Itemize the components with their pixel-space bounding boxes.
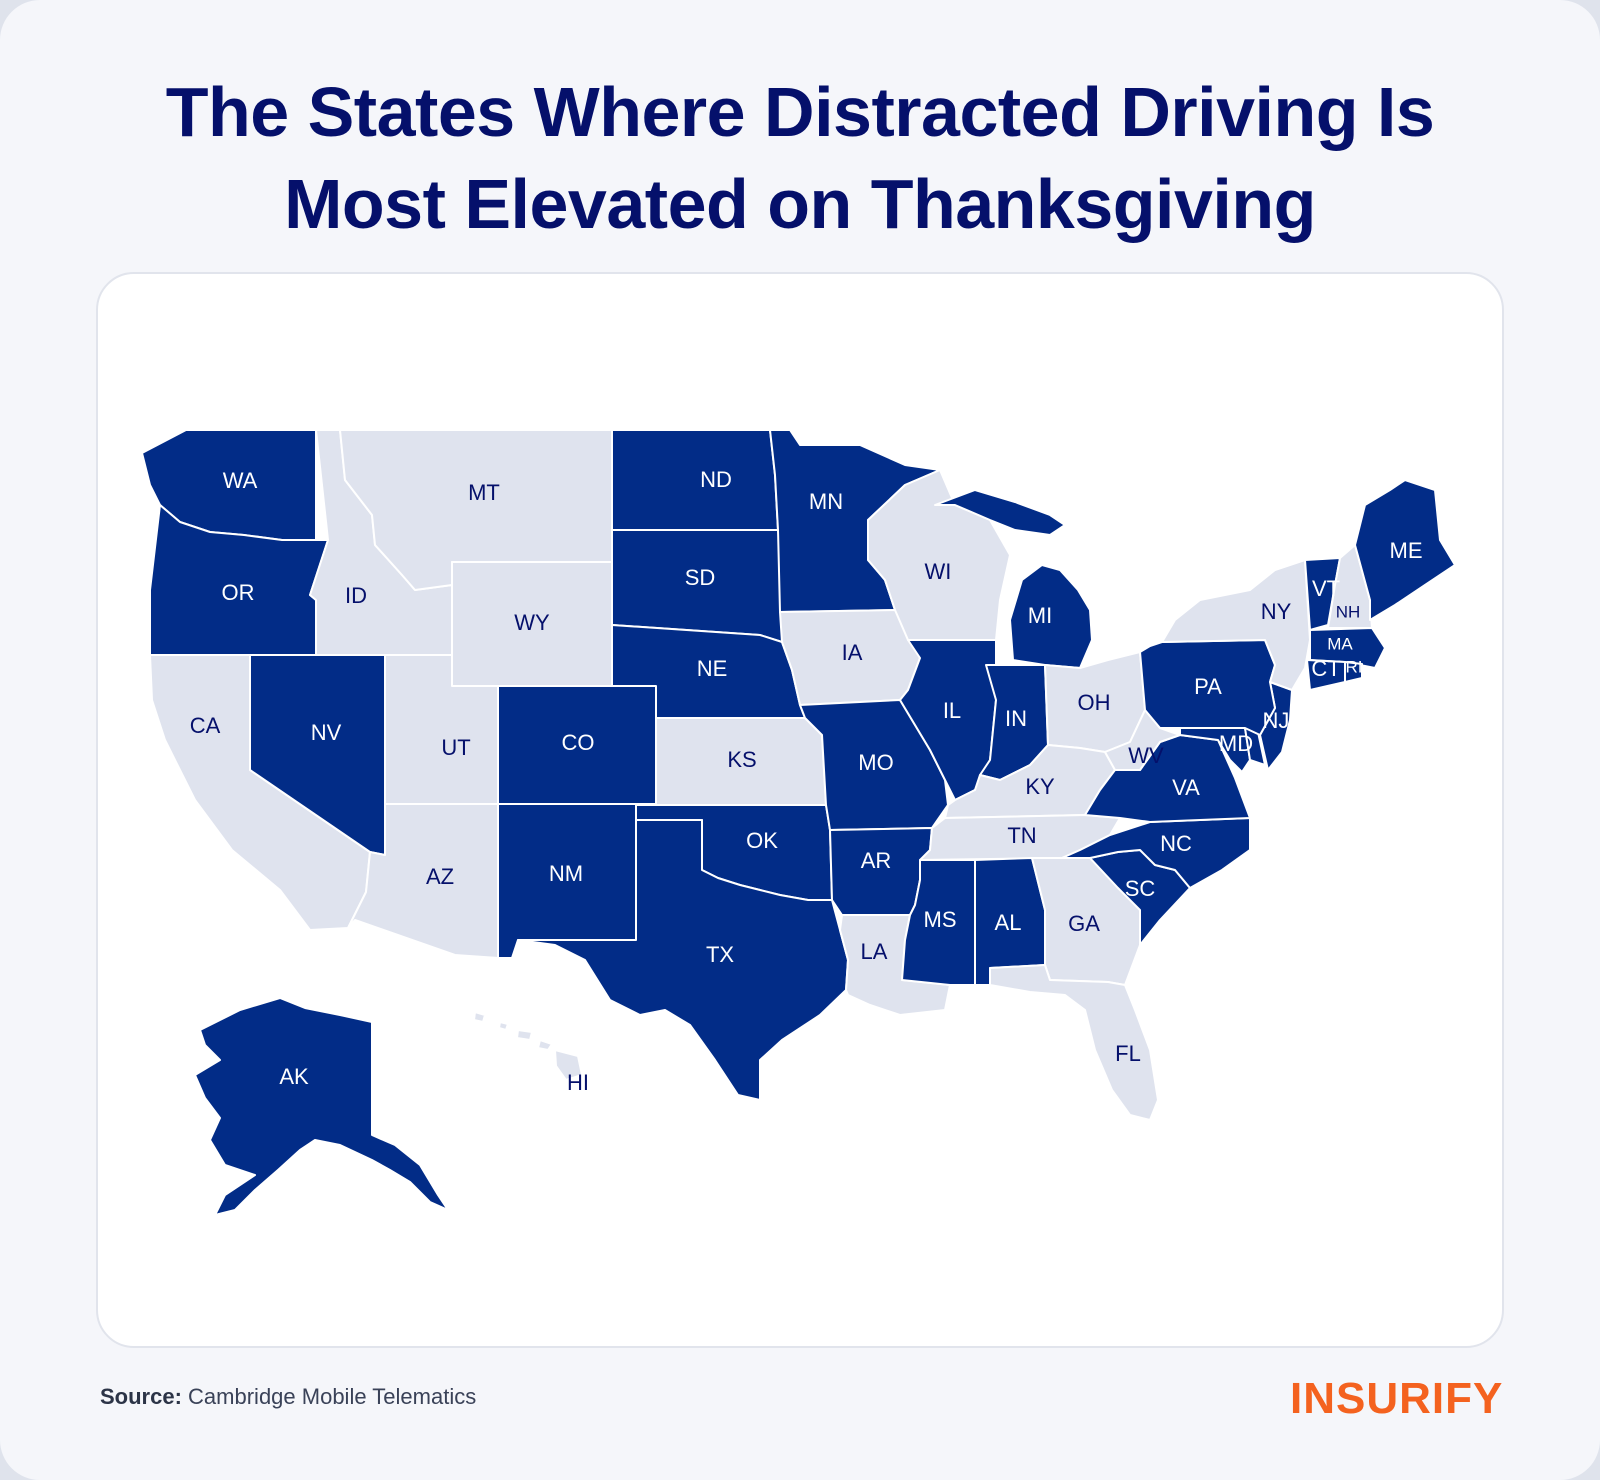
label-GA: GA (1068, 911, 1100, 936)
label-NV: NV (311, 720, 342, 745)
label-CA: CA (190, 713, 221, 738)
state-ND (611, 429, 779, 531)
label-OH: OH (1078, 690, 1111, 715)
label-OR: OR (222, 580, 255, 605)
label-VA: VA (1172, 775, 1200, 800)
label-WY: WY (514, 610, 550, 635)
source-note: Source: Cambridge Mobile Telematics (100, 1384, 476, 1410)
state-FL (989, 964, 1159, 1121)
label-KS: KS (727, 747, 756, 772)
state-WI (867, 469, 1011, 641)
label-LA: LA (861, 939, 888, 964)
label-IL: IL (943, 698, 961, 723)
state-TX (517, 819, 849, 1101)
label-MT: MT (468, 480, 500, 505)
label-OK: OK (746, 828, 778, 853)
label-SC: SC (1125, 876, 1156, 901)
label-ID: ID (345, 583, 367, 608)
label-NM: NM (549, 861, 583, 886)
label-IN: IN (1005, 706, 1027, 731)
page-title: The States Where Distracted Driving Is M… (0, 66, 1600, 250)
state-NC (1061, 817, 1251, 889)
label-MA: MA (1327, 634, 1353, 653)
label-WV: WV (1128, 743, 1164, 768)
label-PA: PA (1194, 674, 1222, 699)
label-TN: TN (1007, 823, 1036, 848)
label-WI: WI (925, 559, 952, 584)
insurify-logo: INSURIFY (1290, 1374, 1504, 1423)
label-IA: IA (842, 640, 863, 665)
label-NC: NC (1160, 831, 1192, 856)
label-MO: MO (858, 750, 893, 775)
state-HI (473, 1011, 583, 1081)
label-MI: MI (1028, 603, 1052, 628)
title-line-1: The States Where Distracted Driving Is (165, 73, 1435, 151)
state-RI (1344, 661, 1363, 683)
label-AK: AK (279, 1064, 309, 1089)
label-HI: HI (567, 1070, 589, 1095)
label-KY: KY (1025, 774, 1055, 799)
label-NJ: NJ (1263, 708, 1290, 733)
label-MS: MS (924, 907, 957, 932)
label-RI: RI (1346, 657, 1363, 676)
label-VT: VT (1312, 576, 1340, 601)
label-NH: NH (1336, 602, 1361, 621)
label-WA: WA (223, 468, 258, 493)
label-TX: TX (706, 942, 734, 967)
label-ND: ND (700, 467, 732, 492)
label-MD: MD (1219, 731, 1253, 756)
label-UT: UT (441, 735, 470, 760)
state-AK (194, 997, 449, 1216)
label-AR: AR (861, 848, 892, 873)
title-line-2: Most Elevated on Thanksgiving (284, 165, 1316, 243)
label-ME: ME (1390, 538, 1423, 563)
state-MI-UP (934, 489, 1066, 536)
state-ME (1354, 479, 1456, 621)
state-labels: WA OR CA NV ID MT WY UT AZ CO NM ND SD N… (190, 467, 1423, 1095)
label-AZ: AZ (426, 864, 454, 889)
label-NY: NY (1261, 599, 1292, 624)
label-CO: CO (562, 730, 595, 755)
source-text: Cambridge Mobile Telematics (188, 1384, 477, 1409)
source-label: Source: (100, 1384, 182, 1409)
label-FL: FL (1115, 1041, 1141, 1066)
label-AL: AL (995, 910, 1022, 935)
label-CT: CT (1311, 656, 1340, 681)
label-NE: NE (697, 656, 728, 681)
label-MN: MN (809, 489, 843, 514)
label-SD: SD (685, 565, 716, 590)
